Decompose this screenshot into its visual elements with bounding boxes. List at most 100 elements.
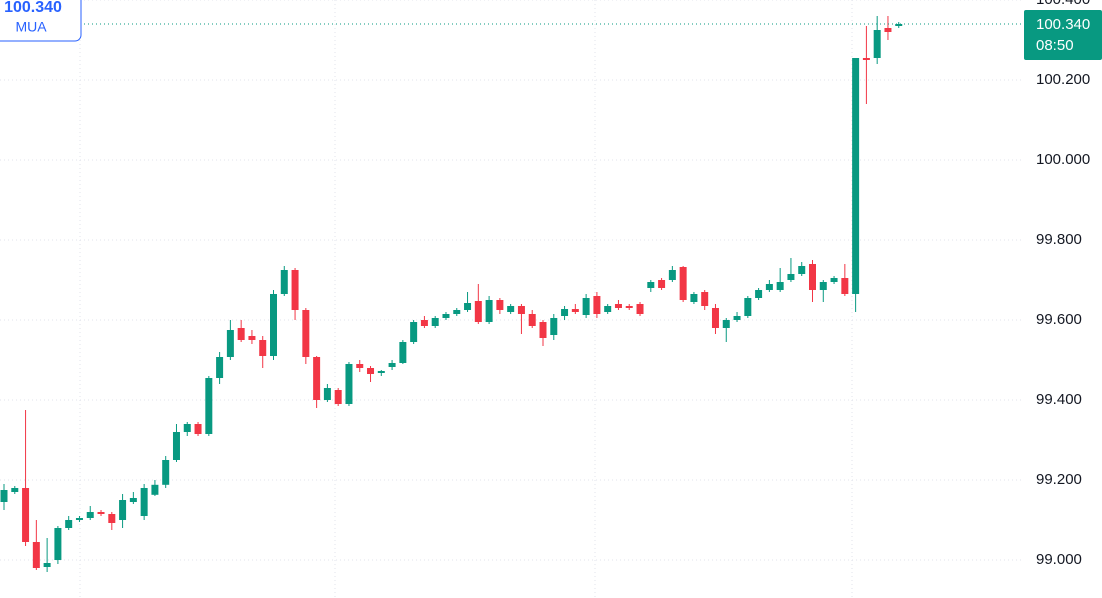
candle-body [270,294,277,356]
candle-body [280,270,288,294]
candle-body [830,278,838,282]
candle-body [593,296,601,314]
candle-body [464,303,472,310]
candle-body [399,342,407,363]
candle-body [711,308,719,328]
candle-body [841,278,849,294]
candle-body [259,340,267,356]
last-price-tag [1024,10,1102,60]
candle-body [636,304,644,314]
candle-body [65,520,73,528]
candle-body [647,282,655,288]
candle-body [571,309,579,312]
candle-body [11,488,19,492]
candle-body [765,284,773,290]
candle-body [442,314,450,318]
candle-body [690,294,698,302]
candle-body [151,484,159,495]
candle-body [75,518,83,520]
candle-body [625,306,633,308]
candle-body [561,309,569,316]
candle-body [733,316,741,320]
candle-body [345,364,353,404]
candle-body [43,563,51,567]
candle-body [787,274,795,280]
candle-body [183,424,191,432]
candle-body [22,488,30,542]
candle-body [862,58,870,60]
candle-body [108,514,116,523]
candle-body [744,298,752,316]
candle-body [410,322,418,342]
candle-body [453,310,461,314]
candle-body [129,498,137,502]
candle-body [895,24,903,26]
candle-body [216,357,224,378]
candle-body [798,266,806,274]
y-tick-label: 99.400 [1036,391,1082,408]
candle-body [582,298,590,315]
legend-name: MUA [15,19,47,35]
candle-body [604,306,612,312]
candle-body [701,292,709,306]
y-tick-label: 100.000 [1036,151,1090,168]
candle-body [884,28,892,32]
y-tick-label: 100.400 [1036,0,1090,8]
candle-body [431,318,439,326]
y-tick-label: 99.600 [1036,311,1082,328]
candle-body [550,318,558,335]
candle-body [852,58,860,294]
candle-body [668,270,676,280]
candle-body [237,328,245,340]
candle-body [313,357,321,400]
candle-body [194,424,202,434]
countdown-label: 08:50 [1036,37,1074,54]
candle-body [819,282,827,290]
candle-body [356,364,364,368]
candle-body [302,310,310,357]
candle-body [291,270,299,310]
last-price-label: 100.340 [1036,16,1090,33]
candle-body [205,378,213,434]
candle-body [119,500,127,520]
candle-body [97,512,105,514]
legend-box [0,0,82,42]
candle-body [226,330,234,357]
candle-body [809,264,816,290]
time-grid [79,0,853,598]
candle-body [140,488,148,516]
candle-body [528,314,536,326]
candle-body [873,30,881,58]
candle-body [248,336,256,340]
candle-body [679,267,687,300]
candle-body [420,320,428,326]
candle-body [172,432,180,460]
y-tick-label: 99.200 [1036,471,1082,488]
candle-body [755,290,763,298]
candle-body [485,300,493,322]
candle-body [776,282,784,290]
legend-value: 100.340 [4,0,62,16]
candle-body [0,490,8,502]
candle-body [162,460,170,485]
candle-body [507,306,515,312]
candle-body [388,363,396,367]
candle-body [658,280,666,288]
y-tick-label: 100.200 [1036,71,1090,88]
y-tick-label: 99.800 [1036,231,1082,248]
candle-body [32,542,40,568]
candle-body [517,306,525,314]
candle-body [377,371,385,373]
candle-body [86,512,94,518]
y-tick-label: 99.000 [1036,551,1082,568]
candle-body [614,304,622,308]
candle-body [722,320,730,328]
candle-body [539,322,547,338]
candle-body [474,301,482,322]
candle-body [323,388,331,400]
candle-body [54,528,62,560]
candle-body [496,300,504,310]
candle-body [334,390,342,404]
